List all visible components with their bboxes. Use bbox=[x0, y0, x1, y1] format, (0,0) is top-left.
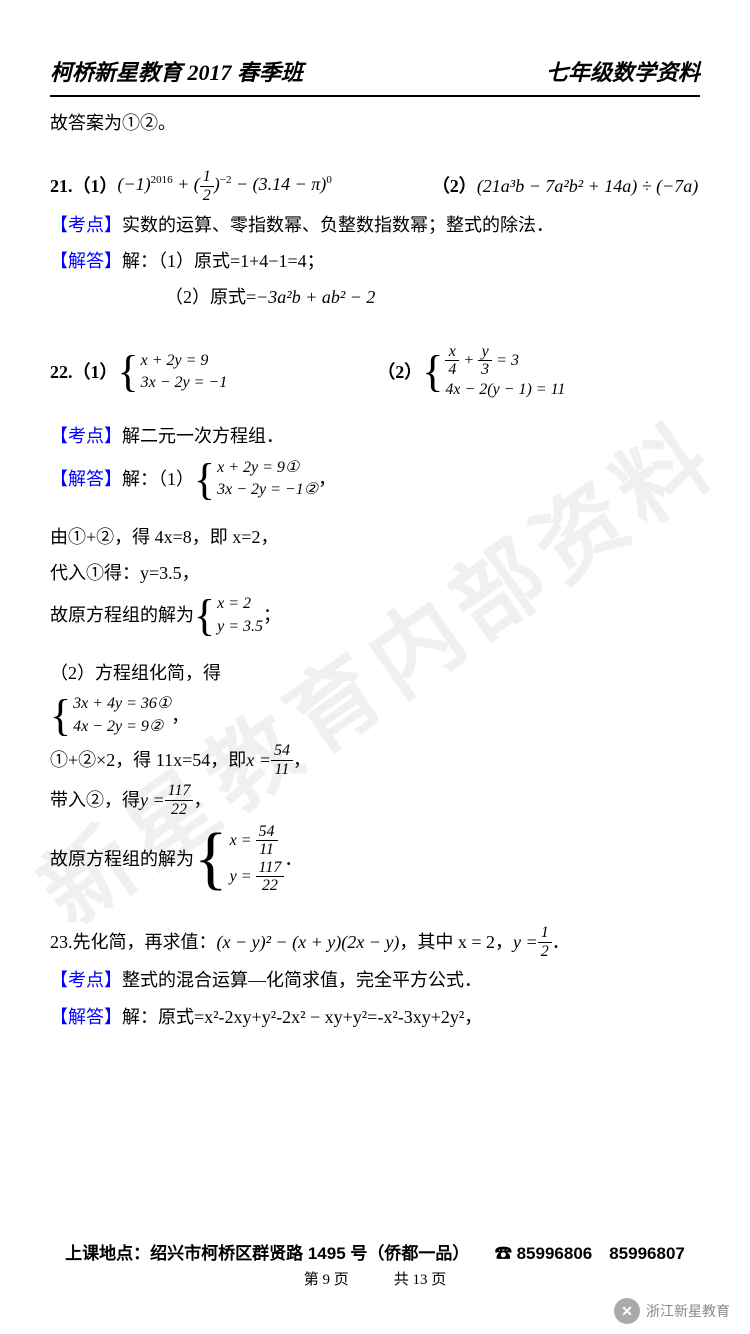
q22-p2-s1: ①+②×2，得 11x=54，即 x = 5411 ， bbox=[50, 742, 700, 778]
q22-p2-s2: 带入②，得 y = 11722 ， bbox=[50, 782, 700, 818]
header: 柯桥新星教育 2017 春季班 七年级数学资料 bbox=[50, 55, 700, 97]
q21-2-label: （2） bbox=[432, 170, 477, 202]
q22-p2-sys: { 3x + 4y = 36① 4x − 2y = 9② ， bbox=[50, 693, 700, 738]
q22-step2: 代入①得：y=3.5， bbox=[50, 557, 700, 589]
q21-res2: （2）原式=−3a²b + ab² − 2 bbox=[165, 281, 700, 313]
q22: 22.（1） { x + 2y = 9 3x − 2y = −1 （2） { x… bbox=[50, 343, 700, 402]
q22-step3: 故原方程组的解为 { x = 2 y = 3.5 ； bbox=[50, 593, 700, 638]
header-right: 七年级数学资料 bbox=[546, 55, 700, 87]
q23-kaodian: 【考点】整式的混合运算—化简求值，完全平方公式． bbox=[50, 964, 700, 996]
q22-step1: 由①+②，得 4x=8，即 x=2， bbox=[50, 521, 700, 553]
q22-label: 22.（1） bbox=[50, 356, 118, 388]
q23-jieda: 【解答】解：原式=x²-2xy+y²-2x² − xy+y²=-x²-3xy+2… bbox=[50, 1001, 700, 1033]
brace-icon: { bbox=[118, 354, 139, 389]
brace-icon: { bbox=[422, 354, 443, 389]
q21-expr2: (21a³b − 7a²b² + 14a) ÷ (−7a) bbox=[477, 170, 698, 202]
q22-part2: （2）方程组化简，得 bbox=[50, 657, 700, 689]
q21-label: 21.（1） bbox=[50, 170, 118, 202]
q22-p2-sol: 故原方程组的解为 { x = 5411 y = 11722 ． bbox=[50, 823, 700, 895]
q21-expr1: (−1)2016 + (12)−2 − (3.14 − π)0 bbox=[118, 168, 332, 204]
q21-jieda: 【解答】解：（1）原式=1+4−1=4； bbox=[50, 245, 700, 277]
footer: 上课地点：绍兴市柯桥区群贤路 1495 号（侨都一品） ☎ 85996806 8… bbox=[0, 1239, 750, 1289]
wechat-label: 浙江新星教育 bbox=[646, 1301, 730, 1321]
q22-jieda: 【解答】解：（1） { x + 2y = 9① 3x − 2y = −1② ， bbox=[50, 457, 700, 502]
wechat-icon: ✕ bbox=[614, 1298, 640, 1324]
footer-address: 上课地点：绍兴市柯桥区群贤路 1495 号（侨都一品） ☎ 85996806 8… bbox=[0, 1239, 750, 1264]
header-left: 柯桥新星教育 2017 春季班 bbox=[50, 55, 303, 87]
q21-kaodian: 【考点】实数的运算、零指数幂、负整数指数幂；整式的除法． bbox=[50, 209, 700, 241]
q23: 23.先化简，再求值： (x − y)² − (x + y)(2x − y) ，… bbox=[50, 924, 700, 960]
q21: 21.（1） (−1)2016 + (12)−2 − (3.14 − π)0 （… bbox=[50, 168, 700, 204]
page-body: 柯桥新星教育 2017 春季班 七年级数学资料 故答案为①②。 21.（1） (… bbox=[0, 0, 750, 1137]
answer-intro: 故答案为①②。 bbox=[50, 107, 700, 139]
wechat-tag: ✕ 浙江新星教育 bbox=[614, 1298, 730, 1324]
q22-kaodian: 【考点】解二元一次方程组． bbox=[50, 420, 700, 452]
footer-page: 第 9 页 共 13 页 bbox=[0, 1268, 750, 1289]
